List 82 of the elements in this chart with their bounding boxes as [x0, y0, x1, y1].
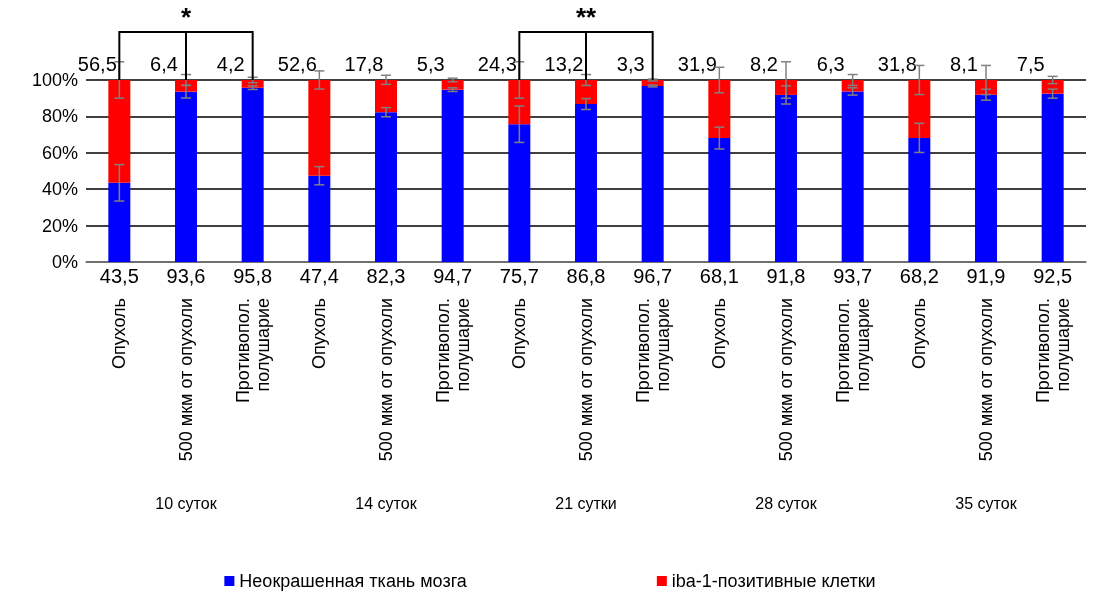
- bar: [708, 138, 731, 262]
- bar: [908, 80, 931, 138]
- bar: [1041, 93, 1064, 262]
- x-tick-label: 500 мкм от опухоли: [976, 298, 996, 462]
- data-label: 31,9: [677, 53, 717, 75]
- data-label: 43,5: [99, 265, 139, 287]
- x-tick-label: 500 мкм от опухоли: [576, 298, 596, 462]
- y-tick-label: 40%: [41, 179, 78, 200]
- data-label: 5,3: [416, 53, 445, 75]
- bar: [308, 80, 331, 176]
- bar: [708, 80, 731, 139]
- text: 21 сутки: [555, 494, 617, 512]
- bar: [508, 80, 531, 125]
- data-label: 95,8: [233, 265, 273, 287]
- x-tick-label: 500 мкм от опухоли: [776, 298, 796, 462]
- text: *: [180, 2, 192, 32]
- bar: [375, 112, 397, 262]
- bar: [375, 80, 397, 113]
- bar: [575, 104, 597, 262]
- y-tick-label: 20%: [41, 215, 78, 236]
- y-tick-label: 60%: [41, 142, 78, 163]
- data-label: 13,2: [544, 53, 584, 75]
- x-tick-label: Опухоль: [509, 298, 530, 370]
- bar: [775, 94, 797, 262]
- data-label: 68,1: [699, 265, 739, 287]
- data-label: 47,4: [299, 265, 339, 287]
- x-tick-label: Опухоль: [309, 298, 330, 370]
- y-tick-label: 100%: [31, 70, 78, 90]
- data-label: 8,2: [750, 53, 778, 75]
- text: 35 суток: [955, 494, 1018, 512]
- data-label: 75,7: [499, 265, 539, 287]
- x-tick-label: Противопол. полушарие: [632, 298, 673, 404]
- x-tick-label: Опухоль: [909, 298, 930, 370]
- text: **: [575, 2, 597, 32]
- data-label: 93,7: [833, 265, 873, 287]
- data-label: 96,7: [633, 265, 673, 287]
- data-label: 52,6: [277, 53, 317, 75]
- bar: [908, 137, 931, 262]
- data-label: 92,5: [1033, 265, 1073, 287]
- bar: [308, 175, 331, 262]
- data-label: 86,8: [566, 265, 606, 287]
- bar: [108, 182, 131, 262]
- legend-label: Неокрашенная ткань мозга: [239, 571, 468, 591]
- text: 28 суток: [755, 494, 818, 512]
- y-tick-label: 0%: [51, 252, 78, 272]
- data-label: 56,5: [77, 53, 117, 75]
- bar: [108, 80, 131, 183]
- data-label: 91,8: [766, 265, 806, 287]
- data-label: 82,3: [366, 265, 406, 287]
- data-label: 17,8: [344, 53, 384, 75]
- data-label: 91,9: [966, 265, 1006, 287]
- y-tick-label: 80%: [41, 106, 78, 127]
- data-label: 7,5: [1016, 53, 1045, 75]
- data-label: 68,2: [899, 265, 939, 287]
- x-tick-label: Противопол. полушарие: [232, 298, 273, 404]
- data-label: 24,3: [477, 53, 517, 75]
- data-label: 6,4: [150, 53, 178, 75]
- x-tick-label: Противопол. полушарие: [1032, 298, 1073, 404]
- data-label: 4,2: [216, 53, 245, 75]
- bar: [441, 89, 464, 262]
- bar: [841, 91, 864, 262]
- data-label: 8,1: [950, 53, 978, 75]
- bar: [508, 124, 531, 262]
- bar: [641, 86, 664, 262]
- legend-label: iba-1-позитивные клетки: [671, 571, 876, 591]
- x-tick-label: 500 мкм от опухоли: [376, 298, 396, 462]
- bar: [175, 91, 197, 262]
- bar: [575, 80, 597, 105]
- data-label: 3,3: [616, 53, 645, 75]
- bar: [975, 94, 997, 262]
- x-tick-label: 500 мкм от опухоли: [176, 298, 196, 462]
- data-label: 93,6: [166, 265, 206, 287]
- x-tick-label: Опухоль: [709, 298, 730, 370]
- data-label: 6,3: [816, 53, 845, 75]
- data-label: 94,7: [433, 265, 473, 287]
- x-tick-label: Противопол. полушарие: [432, 298, 473, 404]
- x-tick-label: Опухоль: [109, 298, 130, 370]
- text: 10 суток: [155, 494, 218, 512]
- x-tick-label: Противопол. полушарие: [832, 298, 873, 404]
- text: 14 суток: [355, 494, 418, 512]
- data-label: 31,8: [877, 53, 917, 75]
- bar: [241, 87, 264, 262]
